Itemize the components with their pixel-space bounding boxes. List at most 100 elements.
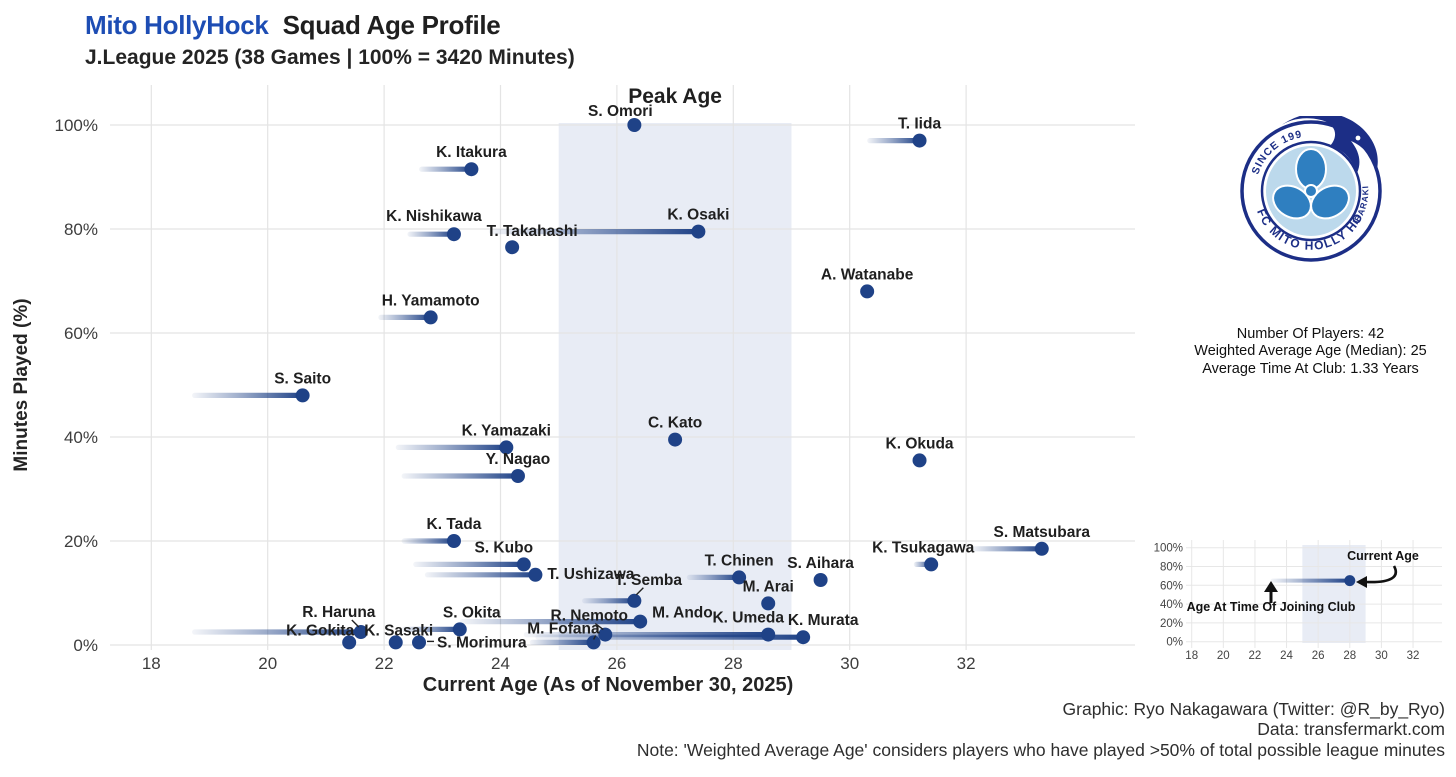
label-kokuda: K. Okuda	[886, 435, 954, 452]
peak-age-band	[558, 123, 792, 650]
point-mando	[633, 614, 648, 629]
point-kgokita	[342, 635, 357, 650]
trail-mando	[459, 619, 641, 625]
label-rnemoto: R. Nemoto	[551, 608, 629, 625]
current-age-annotation: Current Age	[1347, 549, 1419, 563]
trail-sokita	[401, 626, 460, 632]
mini-x-tick: 28	[1343, 650, 1356, 662]
trail-tushizawa	[424, 572, 536, 578]
credits: Graphic: Ryo Nakagawara (Twitter: @R_by_…	[637, 699, 1445, 760]
summary-stats: Number Of Players: 42 Weighted Average A…	[1168, 326, 1453, 378]
player-points	[295, 118, 1049, 650]
label-tiida: T. Iida	[898, 116, 941, 133]
label-ynagao: Y. Nagao	[486, 451, 551, 468]
x-tick-label: 28	[724, 654, 743, 673]
mini-example-point	[1344, 575, 1356, 587]
gridlines	[110, 85, 1135, 650]
label-tushizawa: T. Ushizawa	[547, 566, 634, 583]
point-tiida	[912, 133, 927, 148]
label-ktada: K. Tada	[427, 516, 482, 533]
point-kmurata	[796, 630, 811, 645]
arrow-head-icon	[1356, 576, 1367, 588]
label-kmurata: K. Murata	[788, 612, 859, 629]
label-ttakahashi: T. Takahashi	[487, 223, 578, 240]
trail-kosaki	[488, 229, 699, 235]
player-trails	[192, 138, 1042, 645]
page-title: Mito HollyHock Squad Age Profile	[85, 10, 575, 41]
point-ckato	[668, 432, 683, 447]
label-kumeda: K. Umeda	[712, 610, 784, 627]
x-tick-label: 24	[491, 654, 510, 673]
mini-example-trail	[1270, 578, 1350, 583]
chart-header: Mito HollyHock Squad Age Profile J.Leagu…	[85, 10, 575, 70]
point-ktada	[446, 534, 461, 548]
trail-kyamazaki	[395, 444, 507, 450]
credit-note: Note: 'Weighted Average Age' considers p…	[636, 739, 1445, 760]
point-ksasaki	[388, 635, 403, 650]
label-rharuna: R. Haruna	[302, 604, 376, 621]
mini-peak-band	[1302, 545, 1366, 643]
trail-hyamamoto	[378, 314, 431, 320]
stat-number-of-players: Number Of Players: 42	[1236, 326, 1385, 342]
label-mfofana: M. Fofana	[527, 620, 600, 637]
dragon-eye	[1355, 135, 1361, 141]
mini-x-tick: 22	[1249, 650, 1262, 662]
x-tick-label: 30	[840, 654, 859, 673]
label-skubo: S. Kubo	[474, 539, 533, 556]
mini-y-tick: 60%	[1160, 580, 1183, 592]
player-labels: S. Omori T. Iida K. Itakura K. Osaki K. Nish…	[274, 103, 1090, 651]
point-ssaito	[295, 388, 310, 403]
label-hyamamoto: H. Yamamoto	[382, 292, 480, 309]
trail-ktada	[401, 538, 454, 544]
dragon-icon	[1279, 116, 1378, 173]
label-kyamazaki: K. Yamazaki	[462, 422, 551, 439]
x-tick-label: 32	[957, 654, 976, 673]
mini-y-tick: 80%	[1160, 562, 1183, 574]
point-saihara	[813, 573, 828, 587]
point-marai	[761, 596, 776, 611]
mini-x-tick: 24	[1280, 650, 1293, 662]
label-tsemba: T. Semba	[615, 572, 683, 589]
joining-age-annotation: Age At Time Of Joining Club	[1187, 600, 1356, 614]
label-saihara: S. Aihara	[787, 555, 854, 572]
point-sokita	[452, 622, 467, 637]
stat-average-time-at-club: Average Time At Club: 1.33 Years	[1202, 360, 1419, 377]
trail-skubo	[413, 561, 524, 567]
point-awatanabe	[860, 284, 875, 299]
connector	[594, 623, 604, 631]
mini-y-tick: 100%	[1154, 543, 1183, 555]
label-awatanabe: A. Watanabe	[821, 266, 914, 283]
x-tick-label: 18	[142, 654, 161, 673]
curved-arrow-icon	[1365, 565, 1397, 584]
subtitle: J.League 2025 (38 Games | 100% = 3420 Mi…	[85, 46, 575, 69]
y-tick-label: 20%	[64, 532, 98, 551]
point-knishikawa	[446, 227, 461, 242]
club-logo: SINCE 1994 FC MITO HOLLY HOCK IBARAKI	[1240, 116, 1382, 262]
point-rharuna	[353, 625, 368, 639]
y-tick-label: 40%	[64, 428, 98, 447]
point-smorimura	[412, 635, 427, 650]
label-ktsukagawa: K. Tsukagawa	[872, 539, 975, 556]
label-ssaito: S. Saito	[274, 370, 331, 387]
label-knishikawa: K. Nishikawa	[386, 208, 482, 225]
point-somori	[627, 118, 642, 132]
connector	[635, 587, 644, 596]
mini-x-tick: 30	[1375, 650, 1388, 662]
point-rnemoto	[598, 627, 613, 642]
label-tchinen: T. Chinen	[705, 552, 774, 569]
y-tick-label: 80%	[64, 220, 98, 239]
point-kyamazaki	[499, 440, 514, 455]
point-kumeda	[761, 627, 776, 642]
mini-x-tick: 32	[1407, 650, 1420, 662]
mini-y-tick: 0%	[1166, 637, 1183, 649]
trail-ynagao	[401, 473, 518, 479]
title-text: Squad Age Profile	[282, 10, 501, 40]
point-tsemba	[627, 593, 642, 608]
connector	[351, 619, 360, 628]
point-ktsukagawa	[924, 557, 939, 572]
trail-smatsubara	[971, 546, 1042, 552]
point-kosaki	[691, 224, 706, 239]
label-smorimura: S. Morimura	[437, 634, 527, 651]
hollyhock-leaves-icon	[1272, 148, 1350, 220]
